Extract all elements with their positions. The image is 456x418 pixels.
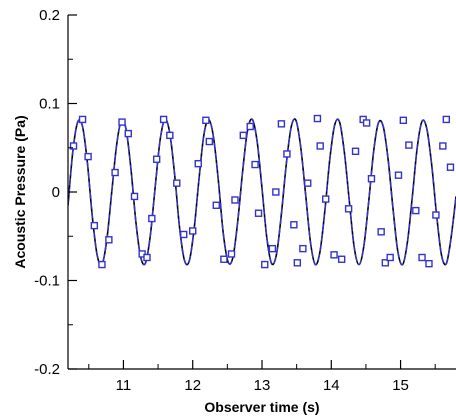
square-marker (290, 221, 298, 229)
square-marker (293, 259, 302, 267)
square-marker (386, 253, 394, 262)
x-tick-label: 14 (323, 377, 340, 394)
square-marker (251, 160, 259, 169)
square-marker (152, 155, 161, 163)
y-tick-label: 0.1 (39, 96, 60, 113)
square-marker (220, 255, 228, 263)
square-marker (84, 152, 92, 161)
y-tick-label: 0 (52, 184, 60, 201)
x-axis-title: Observer time (s) (204, 399, 319, 415)
square-marker (268, 244, 277, 253)
square-marker (322, 195, 330, 203)
y-tick-label: -0.2 (34, 361, 60, 378)
square-marker (159, 115, 168, 124)
square-marker (261, 260, 269, 269)
square-marker (442, 115, 450, 124)
square-marker (362, 119, 371, 127)
square-marker (316, 142, 324, 150)
square-marker (299, 244, 307, 253)
square-marker (272, 188, 280, 196)
square-marker (337, 255, 346, 263)
square-marker (432, 211, 440, 219)
square-marker (78, 115, 87, 124)
x-tick-label: 11 (116, 377, 132, 394)
axis-labels: Observer time (s) Acoustic Pressure (Pa) (12, 115, 320, 415)
square-marker (148, 214, 156, 223)
square-marker (194, 159, 202, 168)
square-marker (405, 141, 413, 149)
square-marker (98, 260, 106, 269)
square-marker (394, 171, 403, 179)
square-marker (446, 163, 455, 171)
square-marker (212, 201, 220, 209)
y-tick-label: 0.2 (39, 7, 60, 24)
square-marker (130, 192, 139, 201)
plot-marks (68, 114, 456, 269)
square-marker (239, 131, 247, 140)
x-tick-label: 13 (254, 377, 271, 394)
square-marker (304, 179, 312, 187)
square-marker (180, 230, 188, 239)
square-marker (277, 120, 286, 128)
square-marker (166, 131, 174, 140)
square-marker (377, 228, 385, 236)
square-marker (254, 209, 263, 217)
square-marker (246, 122, 254, 131)
square-marker (69, 142, 78, 150)
square-marker (173, 179, 181, 187)
square-marker (124, 129, 132, 138)
square-marker (143, 253, 151, 262)
y-tick-label: -0.1 (34, 273, 60, 290)
square-marker (202, 116, 210, 125)
plot-area (68, 118, 456, 267)
square-marker (344, 205, 353, 213)
square-marker (227, 250, 236, 258)
square-marker (118, 118, 126, 126)
square-marker (418, 253, 426, 262)
square-marker (412, 206, 420, 215)
axes: -0.2 -0.1 0 0.1 0.2 11 12 13 14 15 (34, 7, 456, 394)
square-marker (425, 259, 433, 268)
x-tick-label: 12 (184, 377, 201, 394)
y-axis-title: Acoustic Pressure (Pa) (12, 115, 28, 268)
square-marker (105, 236, 113, 244)
square-marker (399, 116, 408, 125)
square-marker (439, 142, 447, 150)
square-marker (367, 175, 376, 183)
square-marker (351, 147, 360, 155)
square-marker (205, 137, 214, 146)
x-tick-label: 15 (392, 377, 409, 394)
square-marker (90, 221, 99, 230)
square-marker (330, 251, 338, 259)
square-marker (283, 150, 291, 158)
square-marker (111, 168, 119, 177)
square-marker (231, 196, 239, 204)
square-marker (313, 114, 322, 123)
series-dashed-line (68, 118, 456, 266)
square-marker (381, 259, 390, 267)
square-marker (189, 227, 197, 235)
